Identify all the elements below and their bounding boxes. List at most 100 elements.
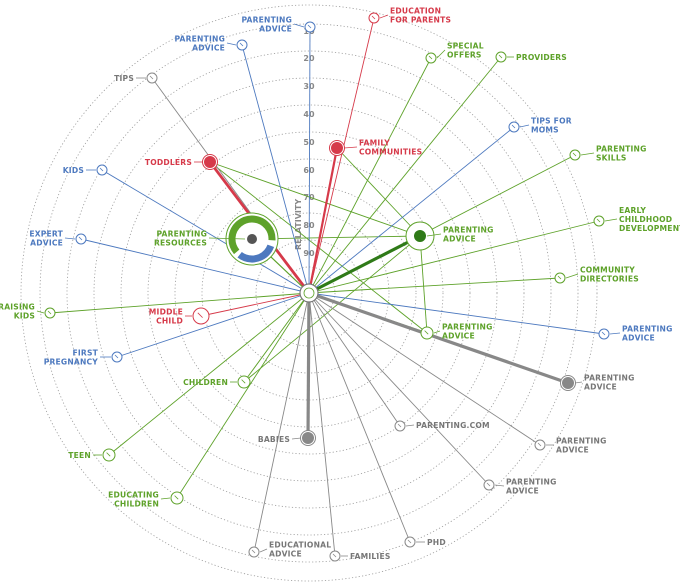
node-parenting-advice-far-right[interactable]: PARENTING ADVICE [598, 325, 673, 343]
node-tips-for-moms[interactable]: TIPS FOR MOMS [508, 117, 572, 135]
node-educating-children[interactable]: EDUCATING CHILDREN [108, 491, 184, 509]
node-tick [596, 218, 601, 223]
node-phd[interactable]: PHD [404, 536, 446, 548]
node-children[interactable]: CHILDREN [183, 375, 251, 389]
link-toddlers-parenting-advice-right [209, 161, 421, 237]
node-tick [601, 331, 606, 336]
label-connector [379, 14, 389, 19]
node-parenting-advice-bottom-right[interactable]: PARENTING ADVICE [534, 437, 607, 455]
node-raising-kids[interactable]: RAISING KIDS [0, 303, 56, 321]
node-tick [407, 539, 412, 544]
spoke-special-offers [308, 57, 432, 294]
node-toddlers[interactable]: TODDLERS [145, 154, 218, 170]
node-tick [251, 549, 256, 554]
spoke-providers [308, 56, 502, 294]
node-label: PARENTING.COM [416, 421, 490, 430]
node-tick [486, 482, 491, 487]
spoke-parenting-advice-bottom-right [308, 292, 541, 446]
node-parenting-advice-bottom[interactable]: PARENTING ADVICE [483, 478, 557, 496]
node-kids[interactable]: KIDS [63, 164, 108, 176]
axis-tick-label: 40 [303, 110, 315, 119]
node-parenting-advice-top[interactable]: PARENTING ADVICE [241, 16, 316, 34]
node-label: PARENTING RESOURCES [154, 230, 207, 248]
node-label: BABIES [258, 435, 290, 444]
ring-3 [228, 212, 390, 374]
relativity-rings [20, 4, 598, 582]
label-connector [609, 332, 621, 335]
node-educational-advice[interactable]: EDUCATIONAL ADVICE [248, 541, 331, 559]
node-tick [99, 167, 104, 172]
node-tick [371, 15, 376, 20]
node-babies[interactable]: BABIES [258, 430, 316, 446]
node-parenting-advice-upper-left[interactable]: PARENTING ADVICE [174, 35, 248, 53]
spoke-parenting-advice-far-right [308, 292, 605, 335]
label-connector [580, 152, 595, 156]
node-label: TIPS [114, 74, 134, 83]
ring-6 [147, 131, 471, 455]
node-parenting-skills[interactable]: PARENTING SKILLS [569, 145, 647, 163]
node-tick [332, 553, 337, 558]
node-parenting-advice-lower-right[interactable]: PARENTING ADVICE [560, 374, 635, 392]
label-connector [291, 437, 302, 440]
spoke-middle-child [200, 292, 310, 317]
node-parenting-advice-mid-right[interactable]: PARENTING ADVICE [420, 323, 493, 341]
node-label: FAMILIES [350, 552, 391, 561]
spoke-parenting-advice-lower-right [308, 291, 569, 385]
node-family-communities[interactable]: FAMILY COMMUNITIES [329, 139, 423, 157]
node-special-offers[interactable]: SPECIAL OFFERS [425, 42, 484, 64]
spoke-family-communities [307, 147, 339, 294]
label-connector [494, 484, 505, 487]
ring-5 [174, 158, 444, 428]
node-tick [511, 124, 516, 129]
node-label: EDUCATING CHILDREN [108, 491, 159, 509]
node-teen[interactable]: TEEN [68, 448, 116, 462]
node-parenting-advice-right[interactable]: PARENTING ADVICE [405, 221, 494, 251]
node-tick [241, 379, 246, 384]
node-label: EXPERT ADVICE [29, 230, 63, 248]
spoke-community-directories [308, 277, 561, 294]
node-tips[interactable]: TIPS [114, 72, 158, 84]
node-label: TEEN [68, 451, 91, 460]
node-parenting-resources[interactable]: PARENTING RESOURCES [154, 211, 280, 267]
spoke-raising-kids [49, 292, 310, 314]
label-connector [160, 497, 171, 500]
hub-green-arc [228, 215, 276, 263]
node-middle-child[interactable]: MIDDLE CHILD [149, 307, 210, 326]
spoke-first-pregnancy [116, 292, 310, 358]
center-node [299, 283, 319, 303]
node-expert-advice[interactable]: EXPERT ADVICE [29, 230, 87, 248]
node-education-for-parents[interactable]: EDUCATION FOR PARENTS [368, 7, 451, 25]
ring-7 [120, 104, 498, 482]
node-families[interactable]: FAMILIES [329, 550, 391, 562]
node-tick [47, 310, 52, 315]
label-connector [426, 233, 442, 237]
ring-9 [66, 50, 552, 536]
node-label: EDUCATION FOR PARENTS [390, 7, 451, 25]
node-parenting-com[interactable]: PARENTING.COM [394, 420, 490, 432]
node-early-childhood-development[interactable]: EARLY CHILDHOOD DEVELOPMENT [593, 206, 680, 233]
node-providers[interactable]: PROVIDERS [495, 51, 567, 63]
node-tick [428, 55, 433, 60]
label-connector [226, 42, 237, 46]
node-tick [537, 442, 542, 447]
label-connector [343, 146, 358, 149]
label-connector [259, 548, 268, 553]
node-label: PARENTING ADVICE [556, 437, 607, 455]
node-first-pregnancy[interactable]: FIRST PREGNANCY [44, 349, 123, 367]
node-dot [302, 432, 314, 444]
label-connector [208, 237, 246, 240]
ring-11 [20, 4, 598, 582]
axis-tick-label: 20 [303, 54, 315, 63]
label-connector [405, 424, 415, 427]
node-tick [498, 54, 503, 59]
spoke-parenting-com [308, 292, 401, 427]
node-community-directories[interactable]: COMMUNITY DIRECTORIES [554, 266, 639, 284]
center-inner-ring [303, 287, 315, 299]
link-parenting-advice-right-parenting-advice-mid-right [419, 235, 428, 334]
node-label: KIDS [63, 166, 84, 175]
node-label: EARLY CHILDHOOD DEVELOPMENT [619, 206, 680, 233]
node-label: FIRST PREGNANCY [44, 349, 99, 367]
node-label: TIPS FOR MOMS [531, 117, 572, 135]
node-label: EDUCATIONAL ADVICE [269, 541, 331, 559]
spoke-parenting-advice-top [308, 26, 311, 294]
